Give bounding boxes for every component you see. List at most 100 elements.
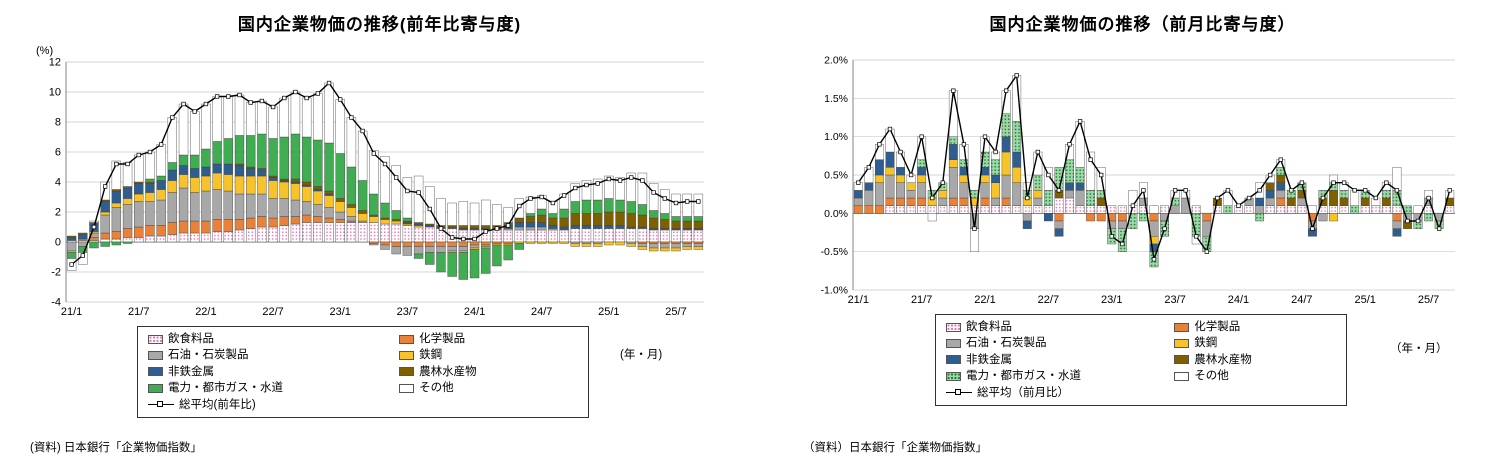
legend-label-steel: 鉄鋼 <box>1194 337 1218 350</box>
svg-text:10: 10 <box>49 87 61 99</box>
legend-item-others: その他 <box>1174 369 1342 383</box>
svg-text:21/7: 21/7 <box>911 294 932 306</box>
svg-text:24/1: 24/1 <box>464 306 485 318</box>
chemicals-swatch <box>1174 322 1190 332</box>
svg-text:1.0%: 1.0% <box>824 131 848 143</box>
legend-item-steel: 鉄鋼 <box>399 348 584 362</box>
svg-text:24/1: 24/1 <box>1228 294 1249 306</box>
legend-label-energy: 電力・都市ガス・水道 <box>168 382 283 395</box>
svg-text:25/7: 25/7 <box>1418 294 1439 306</box>
svg-text:24/7: 24/7 <box>531 306 552 318</box>
legend-label-average-line: 総平均(前年比) <box>179 398 256 411</box>
svg-text:2.0%: 2.0% <box>824 55 848 67</box>
food-swatch <box>148 334 163 344</box>
steel-swatch <box>1174 339 1190 349</box>
yoy-chart-area: 12 10 8 6 4 2 0 -2 -4 21/1 21/7 22/1 22/7 23/1 23/7 24/… <box>30 44 720 320</box>
others-swatch <box>399 383 415 393</box>
yoy-chart-title: 国内企業物価の推移(前年比寄与度) <box>237 15 522 34</box>
legend-label-nonferrous: 非鉄金属 <box>168 365 214 378</box>
legend-item-chemicals: 化学製品 <box>399 332 584 346</box>
legend-item-steel: 鉄鋼 <box>1174 336 1342 350</box>
legend-label-petroleum: 石油・石炭製品 <box>168 349 249 362</box>
mom-legend: 飲食料品 化学製品 石油・石炭製品 鉄鋼 非鉄金属 農林水産物 電力・都市ガス・… <box>935 314 1347 406</box>
food-swatch <box>946 322 961 332</box>
legend-item-petroleum: 石油・石炭製品 <box>946 336 1168 350</box>
svg-text:23/1: 23/1 <box>330 306 351 318</box>
legend-item-others: その他 <box>399 381 584 395</box>
svg-text:21/7: 21/7 <box>128 306 149 318</box>
svg-text:0: 0 <box>55 237 61 249</box>
svg-text:-4: -4 <box>51 297 61 309</box>
svg-text:24/7: 24/7 <box>1291 294 1312 306</box>
svg-text:21/1: 21/1 <box>848 294 869 306</box>
svg-text:6: 6 <box>55 147 61 159</box>
petroleum-swatch <box>148 351 163 361</box>
legend-item-petroleum: 石油・石炭製品 <box>148 348 393 362</box>
legend-label-petroleum: 石油・石炭製品 <box>966 337 1047 350</box>
legend-item-food: 飲食料品 <box>148 332 393 346</box>
svg-text:23/7: 23/7 <box>397 306 418 318</box>
legend-label-agriculture: 農林水産物 <box>419 365 477 378</box>
legend-label-agriculture: 農林水産物 <box>1194 353 1252 366</box>
mom-source-note: （資料）日本銀行「企業物価指数」 <box>803 442 987 454</box>
svg-text:12: 12 <box>49 57 61 69</box>
legend-label-food: 飲食料品 <box>966 321 1012 333</box>
svg-text:(%): (%) <box>36 45 53 57</box>
legend-item-food: 飲食料品 <box>946 320 1168 334</box>
mom-chart-area: 2.0% 1.5% 1.0% 0.5% 0.0% -0.5% -1.0% 21/1 21/7 22… <box>807 50 1467 308</box>
legend-label-average-line: 総平均（前月比） <box>977 386 1069 399</box>
chemicals-swatch <box>399 334 415 344</box>
legend-item-agriculture: 農林水産物 <box>1174 353 1342 367</box>
agriculture-swatch <box>1174 355 1190 365</box>
mom-chart-title: 国内企業物価の推移（前月比寄与度） <box>989 15 1296 34</box>
legend-label-steel: 鉄鋼 <box>419 349 443 362</box>
yoy-stacked-bar-chart: 12 10 8 6 4 2 0 -2 -421/1 21/7 22/1 22/7 23/1 23/7 24/… <box>36 45 704 318</box>
svg-text:4: 4 <box>55 177 61 189</box>
legend-label-food: 飲食料品 <box>168 333 214 345</box>
svg-text:25/7: 25/7 <box>665 306 686 318</box>
svg-text:22/7: 22/7 <box>262 306 283 318</box>
svg-text:1.5%: 1.5% <box>824 93 848 105</box>
average-line-swatch <box>946 388 972 398</box>
svg-text:22/1: 22/1 <box>195 306 216 318</box>
agriculture-swatch <box>399 367 415 377</box>
svg-text:0.0%: 0.0% <box>824 208 848 220</box>
svg-text:23/1: 23/1 <box>1101 294 1122 306</box>
svg-text:25/1: 25/1 <box>1355 294 1376 306</box>
legend-item-energy: 電力・都市ガス・水道 <box>946 369 1168 383</box>
legend-item-agriculture: 農林水産物 <box>399 365 584 379</box>
legend-item-average-line: 総平均（前月比） <box>946 386 1342 400</box>
yoy-chart-panel: 国内企業物価の推移(前年比寄与度) 12 10 8 6 4 2 0 -2 -4 21/1 21/7 2… <box>22 10 737 465</box>
legend-label-others: その他 <box>1194 370 1229 383</box>
energy-swatch <box>946 371 961 381</box>
nonferrous-swatch <box>946 355 961 365</box>
svg-text:21/1: 21/1 <box>61 306 82 318</box>
svg-text:22/7: 22/7 <box>1038 294 1059 306</box>
svg-text:2: 2 <box>55 207 61 219</box>
mom-x-axis-note: （年・月） <box>1390 343 1448 355</box>
yoy-legend: 飲食料品 化学製品 石油・石炭製品 鉄鋼 非鉄金属 農林水産物 電力・都市ガス・… <box>137 326 589 418</box>
petroleum-swatch <box>946 339 961 349</box>
legend-item-average-line: 総平均(前年比) <box>148 398 584 412</box>
legend-item-nonferrous: 非鉄金属 <box>148 365 393 379</box>
svg-text:25/1: 25/1 <box>598 306 619 318</box>
legend-item-chemicals: 化学製品 <box>1174 320 1342 334</box>
legend-item-energy: 電力・都市ガス・水道 <box>148 381 393 395</box>
others-swatch <box>1174 371 1190 381</box>
svg-text:8: 8 <box>55 117 61 129</box>
yoy-source-note: (資料) 日本銀行「企業物価指数」 <box>30 442 202 454</box>
svg-text:-0.5%: -0.5% <box>821 246 848 258</box>
legend-label-others: その他 <box>419 382 454 395</box>
svg-text:0.5%: 0.5% <box>824 170 848 182</box>
svg-text:22/1: 22/1 <box>974 294 995 306</box>
nonferrous-swatch <box>148 367 163 377</box>
mom-stacked-bar-chart: 2.0% 1.5% 1.0% 0.5% 0.0% -0.5% -1.0%21/1 21/7 22… <box>821 55 1455 306</box>
legend-label-chemicals: 化学製品 <box>419 333 466 345</box>
yoy-x-axis-note: (年・月) <box>620 349 663 361</box>
legend-label-energy: 電力・都市ガス・水道 <box>966 370 1081 383</box>
legend-label-nonferrous: 非鉄金属 <box>966 353 1012 366</box>
energy-swatch <box>148 383 163 393</box>
legend-item-nonferrous: 非鉄金属 <box>946 353 1168 367</box>
svg-text:-2: -2 <box>51 267 61 279</box>
svg-text:23/7: 23/7 <box>1164 294 1185 306</box>
